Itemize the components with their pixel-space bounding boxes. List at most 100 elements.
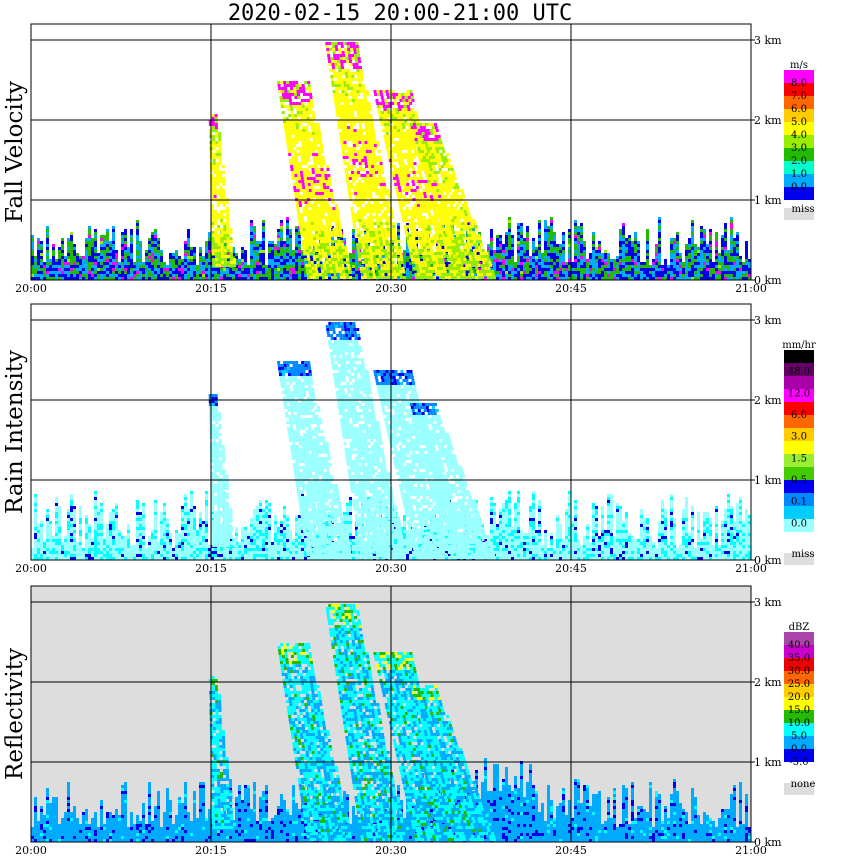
echo-cell bbox=[322, 237, 326, 240]
echo-cell bbox=[550, 220, 553, 223]
echo-cell bbox=[293, 126, 297, 129]
echo-cell bbox=[205, 250, 208, 253]
echo-cell bbox=[202, 265, 205, 268]
echo-cell bbox=[226, 231, 230, 234]
echo-cell bbox=[220, 219, 224, 222]
echo-cell bbox=[730, 244, 733, 247]
echo-cell bbox=[106, 238, 109, 241]
echo-cell bbox=[271, 247, 274, 250]
echo-cell bbox=[646, 271, 649, 274]
echo-cell bbox=[293, 168, 297, 171]
echo-cell bbox=[340, 99, 343, 102]
echo-cell bbox=[127, 253, 130, 256]
echo-cell bbox=[323, 189, 327, 192]
echo-cell bbox=[208, 259, 211, 262]
echo-cell bbox=[550, 217, 553, 220]
echo-cell bbox=[296, 108, 300, 111]
echo-cell bbox=[295, 229, 298, 232]
echo-cell bbox=[327, 174, 331, 177]
echo-cell bbox=[577, 262, 580, 265]
echo-cell bbox=[712, 271, 715, 274]
echo-cell bbox=[541, 265, 544, 268]
echo-cell bbox=[139, 256, 142, 259]
echo-cell bbox=[319, 144, 323, 147]
echo-cell bbox=[371, 147, 375, 150]
echo-cell bbox=[583, 241, 586, 244]
echo-cell bbox=[706, 277, 709, 280]
echo-cell bbox=[241, 250, 244, 253]
echo-cell bbox=[730, 265, 733, 268]
echo-cell bbox=[220, 268, 223, 271]
echo-cell bbox=[547, 268, 550, 271]
echo-cell bbox=[354, 57, 358, 60]
echo-cell bbox=[631, 241, 634, 244]
echo-cell bbox=[592, 235, 595, 238]
echo-cell bbox=[151, 232, 154, 235]
echo-cell bbox=[586, 271, 589, 274]
echo-cell bbox=[85, 274, 88, 277]
echo-cell bbox=[289, 81, 293, 84]
echo-cell bbox=[321, 216, 325, 219]
echo-cell bbox=[378, 216, 382, 219]
echo-cell bbox=[369, 216, 373, 219]
echo-cell bbox=[368, 264, 372, 267]
echo-cell bbox=[499, 271, 502, 274]
echo-cell bbox=[215, 141, 219, 144]
echo-cell bbox=[100, 250, 103, 253]
echo-cell bbox=[330, 216, 334, 219]
echo-cell bbox=[553, 268, 556, 271]
echo-cell bbox=[341, 264, 345, 267]
echo-cell bbox=[517, 256, 520, 259]
echo-cell bbox=[274, 271, 277, 274]
echo-cell bbox=[265, 271, 268, 274]
echo-cell bbox=[304, 105, 308, 108]
echo-cell bbox=[342, 156, 346, 159]
echo-cell bbox=[319, 222, 323, 225]
echo-cell bbox=[380, 204, 384, 207]
echo-cell bbox=[631, 277, 634, 280]
echo-cell bbox=[362, 168, 366, 171]
echo-cell bbox=[529, 265, 532, 268]
echo-cell bbox=[556, 256, 559, 259]
echo-cell bbox=[210, 210, 214, 213]
echo-cell bbox=[106, 256, 109, 259]
echo-cell bbox=[360, 153, 364, 156]
echo-cell bbox=[329, 267, 333, 270]
echo-cell bbox=[292, 253, 295, 256]
echo-cell bbox=[724, 259, 727, 262]
echo-cell bbox=[184, 262, 187, 265]
echo-cell bbox=[376, 274, 379, 277]
echo-cell bbox=[652, 274, 655, 277]
echo-cell bbox=[319, 240, 323, 243]
echo-cell bbox=[406, 244, 409, 247]
echo-cell bbox=[299, 108, 303, 111]
echo-cell bbox=[688, 277, 691, 280]
echo-cell bbox=[282, 96, 286, 99]
echo-cell bbox=[360, 252, 364, 255]
echo-cell bbox=[342, 54, 346, 57]
echo-cell bbox=[607, 259, 610, 262]
echo-cell bbox=[604, 265, 607, 268]
echo-cell bbox=[235, 265, 238, 268]
echo-cell bbox=[289, 229, 292, 232]
echo-cell bbox=[724, 250, 727, 253]
echo-cell bbox=[253, 253, 256, 256]
echo-cell bbox=[583, 259, 586, 262]
echo-cell bbox=[355, 274, 358, 277]
echo-cell bbox=[682, 271, 685, 274]
echo-cell bbox=[58, 253, 61, 256]
echo-cell bbox=[387, 252, 391, 255]
echo-cell bbox=[396, 270, 400, 273]
echo-cell bbox=[452, 255, 456, 258]
echo-cell bbox=[340, 276, 343, 279]
echo-cell bbox=[350, 48, 354, 51]
echo-cell bbox=[70, 259, 73, 262]
echo-cell bbox=[390, 234, 394, 237]
echo-cell bbox=[172, 277, 175, 280]
echo-cell bbox=[339, 252, 343, 255]
echo-cell bbox=[361, 219, 365, 222]
echo-cell bbox=[157, 256, 160, 259]
echo-cell bbox=[335, 108, 339, 111]
echo-cell bbox=[310, 222, 314, 225]
echo-cell bbox=[402, 270, 406, 273]
